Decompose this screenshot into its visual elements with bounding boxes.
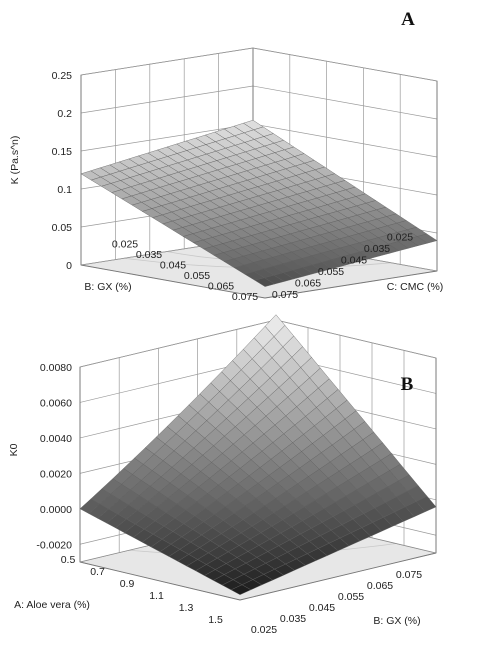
y-tick-label: 0.055 — [318, 266, 344, 278]
y-tick-label: 0.065 — [295, 278, 321, 290]
x-tick-label: 1.5 — [208, 614, 223, 626]
x-tick-label: 1.1 — [149, 590, 164, 602]
x-tick-label: 0.9 — [120, 578, 135, 590]
z-tick-label: -0.0020 — [36, 539, 72, 551]
y-tick-label: 0.025 — [387, 232, 413, 244]
x-tick-label: 0.7 — [90, 566, 105, 578]
panel-letter: A — [401, 9, 415, 30]
x-axis-label: A: Aloe vera (%) — [14, 599, 90, 611]
z-tick-label: 0.05 — [52, 222, 73, 234]
x-tick-label: 0.075 — [232, 291, 258, 303]
x-tick-label: 0.035 — [136, 249, 162, 261]
y-tick-label: 0.075 — [396, 569, 422, 581]
y-tick-label: 0.045 — [341, 255, 367, 267]
y-tick-label: 0.045 — [309, 602, 335, 614]
z-axis-label: K0 — [8, 443, 20, 456]
floor-edge — [79, 552, 437, 601]
surface-plot-a: 00.050.10.150.20.250.0750.0650.0550.0450… — [9, 9, 443, 303]
x-tick-label: 0.045 — [160, 260, 186, 272]
x-tick-label: 0.055 — [184, 270, 210, 282]
panel-letter: B — [401, 374, 414, 395]
z-tick-label: 0.0020 — [40, 468, 72, 480]
y-tick-label: 0.035 — [280, 613, 306, 625]
y-tick-label: 0.075 — [272, 289, 298, 301]
z-tick-label: 0.1 — [57, 184, 72, 196]
y-tick-label: 0.055 — [338, 591, 364, 603]
z-tick-label: 0.0080 — [40, 362, 72, 374]
z-tick-label: 0.15 — [52, 146, 73, 158]
y-tick-label: 0.035 — [364, 243, 390, 255]
y-tick-label: 0.065 — [367, 580, 393, 592]
x-tick-label: 0.065 — [208, 281, 234, 293]
x-tick-label: 1.3 — [179, 602, 194, 614]
z-axis-label: K (Pa.s^n) — [9, 136, 21, 185]
x-axis-label: B: GX (%) — [84, 281, 131, 293]
x-tick-label: 0.025 — [112, 239, 138, 251]
floor-edge — [80, 264, 438, 299]
z-tick-label: 0.0040 — [40, 433, 72, 445]
surface-cell — [230, 584, 252, 595]
y-axis-label: B: GX (%) — [373, 615, 420, 627]
surface-plot-b: -0.0020 0.0000 0.0020 0.0040 0.0060 0.0080 0.5… — [8, 314, 437, 636]
z-tick-label: 0.25 — [52, 70, 73, 82]
y-tick-label: 0.025 — [251, 624, 277, 636]
z-tick-label: 0.2 — [57, 108, 72, 120]
z-tick-label: 0.0060 — [40, 397, 72, 409]
y-axis-label: C: CMC (%) — [387, 281, 444, 293]
x-tick-label: 0.5 — [61, 554, 76, 566]
surface-cell — [254, 277, 276, 287]
z-tick-label: 0.0000 — [40, 504, 72, 516]
z-tick-label: 0 — [66, 260, 72, 272]
